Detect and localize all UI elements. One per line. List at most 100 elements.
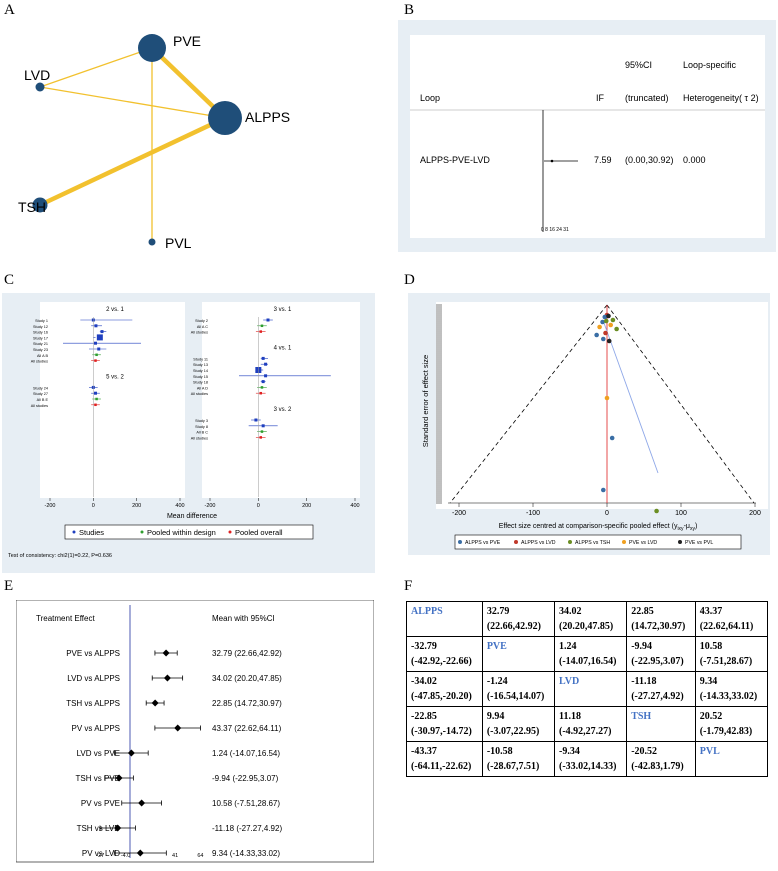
c-row-label: All B C — [196, 431, 208, 435]
funnel-legend-marker — [678, 540, 682, 544]
b-header-ci-bottom: (truncated) — [625, 93, 669, 103]
c-group-title: 4 vs. 1 — [274, 345, 292, 351]
league-cell-line1: 20.52 — [699, 711, 723, 722]
league-cell-line1: -22.85 — [411, 711, 437, 722]
network-node-label: ALPPS — [245, 109, 290, 125]
c-legend-marker — [140, 530, 144, 534]
league-row: -22.85 (-30.97,-14.72) 9.94 (-3.07,22.95) 11… — [406, 706, 769, 742]
e-tick-label: 64 — [197, 853, 203, 859]
league-row: ALPPS 32.79 (22.66,42.92) 34.02 (20.20,47.85… — [406, 601, 769, 637]
c-row-label: Study 11 — [193, 357, 208, 361]
network-node-lvd — [35, 82, 45, 92]
panel-letter-c: C — [4, 272, 15, 288]
funnel-y-ticks — [436, 304, 442, 505]
e-estimate-marker — [136, 849, 144, 857]
league-treatment-cell: PVE — [481, 636, 556, 672]
league-value-cell: 11.18 (-4.92,27.27) — [553, 706, 628, 742]
league-value-cell: -1.24 (-16.54,14.07) — [481, 671, 556, 707]
funnel-point — [610, 317, 616, 323]
league-cell-line2: (-14.07,16.54) — [559, 656, 617, 667]
league-value-cell: 32.79 (22.66,42.92) — [481, 601, 556, 637]
funnel-tick-label: 200 — [749, 510, 761, 517]
funnel-left-boundary — [449, 304, 608, 504]
c-estimate-marker — [259, 330, 262, 333]
c-tick-label: 0 — [92, 503, 95, 509]
c-consistency-test: Test of consistency: chi2(1)=0.22, P=0.6… — [8, 553, 112, 559]
network-node-label: PVL — [165, 235, 192, 251]
league-table: ALPPS 32.79 (22.66,42.92) 34.02 (20.20,47.85… — [406, 601, 769, 777]
e-row-value: -11.18 (-27.27,4.92) — [212, 824, 282, 833]
network-node-pve — [138, 34, 166, 62]
b-header-het-top: Loop-specific — [683, 60, 737, 70]
e-estimate-marker — [162, 649, 170, 657]
c-estimate-marker — [259, 436, 262, 439]
c-tick-label: 0 — [257, 503, 260, 509]
e-estimate-marker — [163, 674, 171, 682]
league-value-cell: 1.24 (-14.07,16.54) — [553, 636, 628, 672]
e-row-label: LVD vs PVE — [77, 749, 120, 758]
c-estimate-marker — [264, 362, 268, 366]
c-legend-label: Studies — [79, 528, 104, 537]
b-row-if: 7.59 — [594, 155, 612, 165]
league-cell-line1: -9.94 — [631, 641, 653, 652]
league-cell-line2: (-3.07,22.95) — [486, 726, 540, 737]
c-group-title: 2 vs. 1 — [106, 307, 124, 313]
e-row-value: 22.85 (14.72,30.97) — [212, 699, 282, 708]
league-cell-line2: (-30.97,-14.72) — [411, 726, 472, 737]
funnel-point — [604, 395, 610, 401]
c-row-label: Study 14 — [193, 369, 208, 373]
c-estimate-marker — [94, 341, 97, 345]
league-cell-line2: (-16.54,14.07) — [486, 691, 545, 702]
panel-letter-e: E — [4, 578, 14, 594]
league-value-cell: -22.85 (-30.97,-14.72) — [406, 706, 483, 742]
e-row-label: PV vs ALPPS — [72, 724, 120, 733]
league-value-cell: 34.02 (20.20,47.85) — [553, 601, 628, 637]
e-row-value: 9.34 (-14.33,33.02) — [212, 849, 280, 858]
network-node-label: LVD — [24, 67, 50, 83]
league-value-cell: -34.02 (-47.85,-20.20) — [406, 671, 483, 707]
league-cell-line2: (-64.11,-22.62) — [411, 761, 472, 772]
league-cell-line1: -11.18 — [631, 676, 657, 687]
c-tick-label: -200 — [44, 503, 55, 509]
c-estimate-marker — [95, 353, 98, 357]
league-value-cell: -9.94 (-22.95,3.07) — [626, 636, 696, 672]
c-row-label: Study 21 — [33, 342, 48, 346]
funnel-point — [601, 336, 606, 342]
c-tick-label: 400 — [175, 503, 184, 509]
e-row-label: TSH vs PVE — [76, 774, 120, 783]
c-tick-label: -200 — [204, 503, 215, 509]
league-cell-line2: (-22.95,3.07) — [631, 656, 684, 667]
c-row-label: All studies — [191, 392, 208, 396]
c-estimate-marker — [254, 418, 258, 422]
funnel-legend-label: ALPPS vs LVD — [521, 540, 556, 546]
league-cell-line2: (-4.92,27.27) — [559, 726, 612, 737]
league-cell-line2: (-14.33,33.02) — [699, 691, 758, 702]
e-row-value: 10.58 (-7.51,28.67) — [212, 799, 280, 808]
e-row-label: PV vs PVE — [81, 799, 120, 808]
e-estimate-marker — [115, 774, 123, 782]
c-tick-label: 200 — [132, 503, 141, 509]
league-cell-line2: (-1.79,42.83) — [699, 726, 753, 737]
funnel-point — [608, 322, 613, 328]
e-tick-label: -4.0 — [121, 853, 130, 859]
e-estimate-marker — [138, 799, 146, 807]
panel-letter-d: D — [404, 272, 415, 288]
b-axis-ticks: 0 8 16 24 31 — [541, 227, 569, 233]
c-row-label: All A B — [37, 354, 48, 358]
b-row-het: 0.000 — [683, 155, 706, 165]
c-row-label: All studies — [31, 360, 48, 364]
league-value-cell: -43.37 (-64.11,-22.62) — [406, 741, 483, 777]
b-header-ci-top: 95%CI — [625, 60, 652, 70]
b-row-loop: ALPPS-PVE-LVD — [420, 155, 490, 165]
funnel-legend-label: ALPPS vs TSH — [575, 540, 610, 546]
e-col-mean: Mean with 95%CI — [212, 614, 275, 623]
league-value-cell: 9.94 (-3.07,22.95) — [481, 706, 556, 742]
e-estimate-marker — [114, 824, 122, 832]
league-cell-line1: -32.79 — [411, 641, 437, 652]
funnel-point — [594, 332, 599, 338]
league-cell-line1: -20.52 — [631, 746, 658, 757]
league-cell-line2: (-33.02,14.33) — [559, 761, 617, 772]
e-row-label: TSH vs ALPPS — [66, 699, 120, 708]
c-estimate-marker — [264, 374, 268, 378]
network-edge-tsh-alpps — [39, 115, 226, 208]
